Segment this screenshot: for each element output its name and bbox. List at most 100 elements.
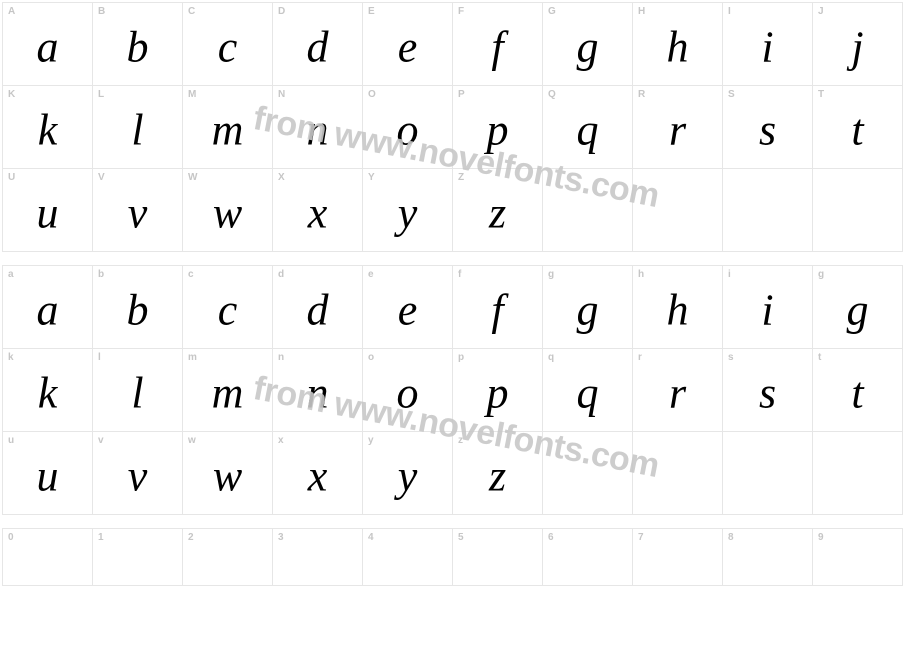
- glyph-cell: Mm: [182, 85, 273, 169]
- cell-glyph: q: [577, 372, 599, 416]
- cell-label: 5: [458, 532, 464, 543]
- cell-label: 6: [548, 532, 554, 543]
- cell-label: 2: [188, 532, 194, 543]
- glyph-cell: Rr: [632, 85, 723, 169]
- glyph-cell: Nn: [272, 85, 363, 169]
- glyph-cell: rr: [632, 348, 723, 432]
- cell-label: a: [8, 269, 14, 280]
- cell-glyph: r: [669, 372, 686, 416]
- cell-glyph: a: [37, 289, 59, 333]
- section-lowercase: aabbccddeeffgghhiiggkkllmmnnooppqqrrsstt…: [2, 265, 909, 514]
- cell-label: e: [368, 269, 374, 280]
- cell-label: 4: [368, 532, 374, 543]
- cell-label: n: [278, 352, 284, 363]
- cell-glyph: o: [397, 372, 419, 416]
- cell-label: g: [818, 269, 824, 280]
- cell-label: y: [368, 435, 374, 446]
- cell-glyph: w: [213, 192, 242, 236]
- cell-label: 1: [98, 532, 104, 543]
- glyph-cell: ss: [722, 348, 813, 432]
- cell-label: 3: [278, 532, 284, 543]
- cell-glyph: y: [398, 192, 418, 236]
- cell-label: V: [98, 172, 105, 183]
- cell-label: r: [638, 352, 642, 363]
- glyph-cell: vv: [92, 431, 183, 515]
- glyph-row: AaBbCcDdEeFfGgHhIiJj: [2, 2, 909, 85]
- cell-label: P: [458, 89, 465, 100]
- cell-glyph: g: [577, 26, 599, 70]
- cell-label: G: [548, 6, 556, 17]
- cell-glyph: w: [213, 455, 242, 499]
- cell-glyph: h: [667, 289, 689, 333]
- cell-label: o: [368, 352, 374, 363]
- glyph-cell: ll: [92, 348, 183, 432]
- cell-glyph: p: [487, 372, 509, 416]
- cell-glyph: r: [669, 109, 686, 153]
- glyph-cell: zz: [452, 431, 543, 515]
- cell-glyph: t: [851, 109, 863, 153]
- glyph-cell: [812, 431, 903, 515]
- cell-glyph: x: [308, 192, 328, 236]
- glyph-cell: xx: [272, 431, 363, 515]
- glyph-cell: yy: [362, 431, 453, 515]
- glyph-row: uuvvwwxxyyzz: [2, 431, 909, 514]
- glyph-cell: tt: [812, 348, 903, 432]
- cell-label: w: [188, 435, 196, 446]
- cell-label: B: [98, 6, 105, 17]
- cell-label: Q: [548, 89, 556, 100]
- glyph-cell: gg: [812, 265, 903, 349]
- cell-glyph: v: [128, 192, 148, 236]
- glyph-cell: Aa: [2, 2, 93, 86]
- glyph-cell: ww: [182, 431, 273, 515]
- glyph-cell: [812, 168, 903, 252]
- glyph-cell: hh: [632, 265, 723, 349]
- glyph-cell: Qq: [542, 85, 633, 169]
- cell-glyph: q: [577, 109, 599, 153]
- cell-label: E: [368, 6, 375, 17]
- glyph-cell: Uu: [2, 168, 93, 252]
- glyph-cell: ee: [362, 265, 453, 349]
- cell-glyph: t: [851, 372, 863, 416]
- cell-glyph: s: [759, 109, 776, 153]
- glyph-cell: qq: [542, 348, 633, 432]
- glyph-row: UuVvWwXxYyZz: [2, 168, 909, 251]
- glyph-row: 0123456789: [2, 528, 909, 585]
- cell-label: q: [548, 352, 554, 363]
- glyph-cell: Oo: [362, 85, 453, 169]
- glyph-cell: 1: [92, 528, 183, 586]
- glyph-cell: Yy: [362, 168, 453, 252]
- cell-label: u: [8, 435, 14, 446]
- cell-glyph: p: [487, 109, 509, 153]
- glyph-cell: Ff: [452, 2, 543, 86]
- cell-label: L: [98, 89, 104, 100]
- glyph-cell: 6: [542, 528, 633, 586]
- glyph-cell: Dd: [272, 2, 363, 86]
- glyph-cell: Zz: [452, 168, 543, 252]
- glyph-cell: 0: [2, 528, 93, 586]
- cell-label: c: [188, 269, 194, 280]
- glyph-cell: mm: [182, 348, 273, 432]
- glyph-cell: 2: [182, 528, 273, 586]
- cell-label: v: [98, 435, 104, 446]
- glyph-cell: ii: [722, 265, 813, 349]
- cell-label: k: [8, 352, 14, 363]
- cell-label: h: [638, 269, 644, 280]
- cell-glyph: a: [37, 26, 59, 70]
- cell-glyph: e: [398, 26, 418, 70]
- glyph-cell: [632, 168, 723, 252]
- cell-label: C: [188, 6, 195, 17]
- glyph-cell: Ss: [722, 85, 813, 169]
- cell-label: N: [278, 89, 285, 100]
- glyph-cell: 5: [452, 528, 543, 586]
- cell-label: S: [728, 89, 735, 100]
- cell-label: 9: [818, 532, 824, 543]
- glyph-cell: [542, 431, 633, 515]
- cell-glyph: s: [759, 372, 776, 416]
- cell-glyph: f: [491, 289, 503, 333]
- cell-glyph: e: [398, 289, 418, 333]
- cell-label: x: [278, 435, 284, 446]
- glyph-cell: dd: [272, 265, 363, 349]
- glyph-cell: gg: [542, 265, 633, 349]
- glyph-cell: 3: [272, 528, 363, 586]
- cell-glyph: y: [398, 455, 418, 499]
